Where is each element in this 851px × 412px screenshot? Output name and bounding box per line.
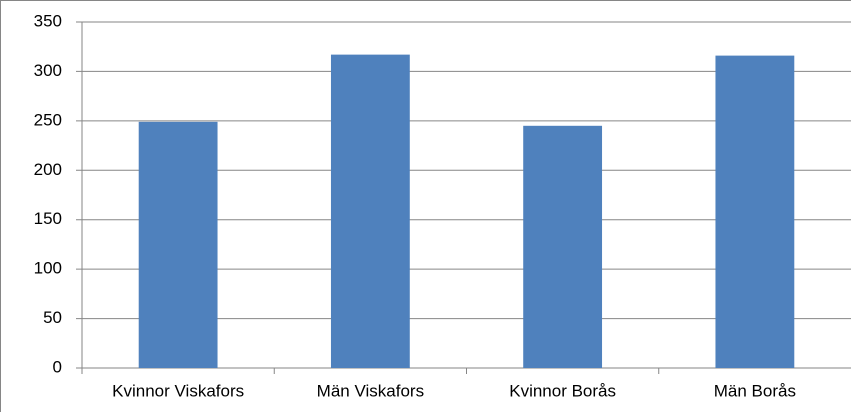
y-tick-label: 150 [34, 209, 62, 228]
y-tick-label: 50 [43, 308, 62, 327]
x-tick-label: Män Borås [714, 381, 796, 400]
x-tick-label: Män Viskafors [317, 381, 424, 400]
bar [715, 55, 795, 369]
bar [523, 125, 603, 368]
y-tick-label: 300 [34, 61, 62, 80]
x-tick-label: Kvinnor Borås [509, 381, 616, 400]
y-tick-label: 200 [34, 160, 62, 179]
bar [330, 54, 410, 368]
y-tick-label: 100 [34, 259, 62, 278]
y-tick-label: 350 [34, 11, 62, 30]
bar [138, 121, 218, 369]
x-tick-label: Kvinnor Viskafors [112, 381, 244, 400]
y-tick-label: 0 [53, 357, 62, 376]
y-tick-label: 250 [34, 110, 62, 129]
